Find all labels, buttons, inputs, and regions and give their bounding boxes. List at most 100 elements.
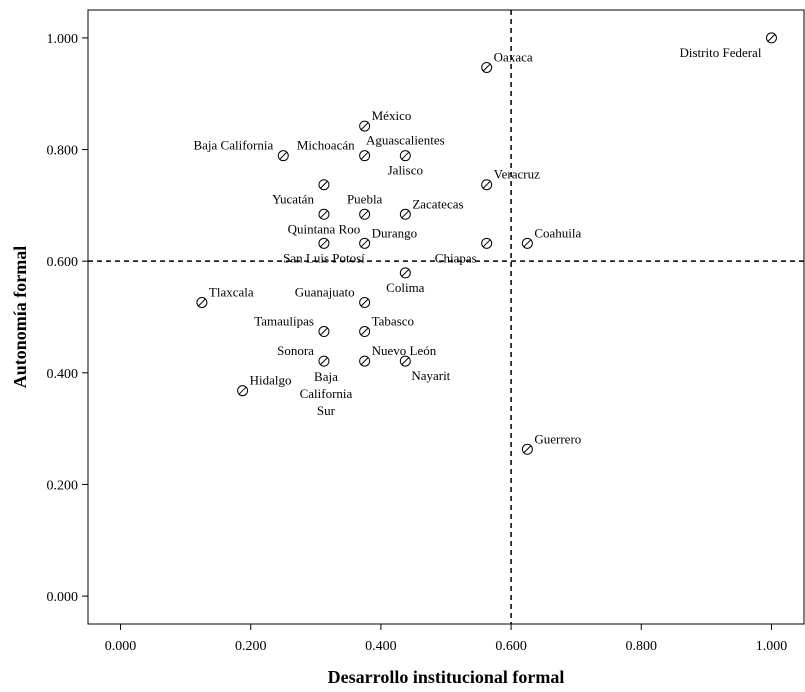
data-point-slash bbox=[482, 239, 491, 248]
x-axis: 0.000 0.200 0.400 0.600 0.800 1.000 bbox=[105, 624, 787, 654]
data-point-slash bbox=[401, 210, 410, 219]
plot-frame bbox=[87, 9, 805, 625]
point-label-line: Sur bbox=[317, 403, 336, 418]
data-point-slash bbox=[401, 269, 410, 277]
data-point-slash bbox=[401, 357, 410, 365]
y-axis-title: Autonomía formal bbox=[10, 246, 30, 389]
point-label: Tabasco bbox=[372, 314, 414, 329]
point-label: Hidalgo bbox=[250, 373, 292, 388]
data-point bbox=[521, 237, 533, 249]
x-axis-title: Desarrollo institucional formal bbox=[328, 667, 565, 687]
point-label: Jalisco bbox=[388, 163, 423, 178]
point-label: Yucatán bbox=[272, 192, 314, 207]
data-point-slash bbox=[320, 180, 328, 189]
data-point bbox=[521, 443, 533, 455]
point-label: Quintana Roo bbox=[288, 221, 361, 236]
data-point-slash bbox=[523, 239, 532, 248]
data-point bbox=[318, 355, 330, 367]
data-point-slash bbox=[360, 210, 369, 219]
data-point-slash bbox=[360, 357, 369, 365]
y-axis: 0.000 0.200 0.400 0.600 0.800 1.000 bbox=[47, 32, 88, 605]
point-label-line: Baja bbox=[314, 369, 338, 384]
point-label: Oaxaca bbox=[494, 49, 533, 64]
data-point-slash bbox=[482, 180, 491, 189]
data-point bbox=[399, 267, 411, 279]
data-point bbox=[481, 237, 493, 249]
data-point bbox=[399, 208, 411, 220]
data-point-slash bbox=[360, 151, 369, 160]
data-point-slash bbox=[360, 122, 369, 130]
point-label: Coahuila bbox=[534, 225, 581, 240]
point-label: Sonora bbox=[277, 343, 314, 358]
data-point bbox=[399, 355, 411, 367]
data-point-slash bbox=[360, 327, 369, 336]
data-point bbox=[196, 296, 208, 308]
point-label: Zacatecas bbox=[412, 196, 463, 211]
point-label: Baja California bbox=[193, 138, 273, 153]
point-label: Baja California Sur bbox=[300, 369, 353, 418]
data-point bbox=[359, 208, 371, 220]
data-point-slash bbox=[401, 151, 410, 160]
y-tick-label: 1.000 bbox=[47, 32, 79, 47]
x-tick-label: 1.000 bbox=[756, 639, 788, 654]
data-point-slash bbox=[320, 357, 328, 365]
data-point-slash bbox=[482, 63, 491, 72]
point-label: Tlaxcala bbox=[209, 284, 254, 299]
data-point bbox=[399, 150, 411, 162]
data-points: Distrito Federal Oaxaca México Baja Califor… bbox=[193, 32, 777, 455]
data-point bbox=[359, 355, 371, 367]
data-point-slash bbox=[767, 34, 776, 42]
x-tick-label: 0.800 bbox=[626, 639, 658, 654]
point-label: Guerrero bbox=[534, 431, 581, 446]
x-tick-label: 0.200 bbox=[235, 639, 267, 654]
data-point bbox=[318, 237, 330, 249]
point-label: Puebla bbox=[347, 191, 383, 206]
data-point-slash bbox=[360, 239, 369, 248]
point-label: Durango bbox=[372, 225, 418, 240]
x-tick-label: 0.600 bbox=[495, 639, 527, 654]
point-label: Guanajuato bbox=[295, 284, 355, 299]
data-point bbox=[481, 179, 493, 191]
data-point bbox=[318, 208, 330, 220]
y-tick-label: 0.000 bbox=[47, 590, 79, 605]
data-point-slash bbox=[238, 386, 247, 395]
point-label: San Luis Potosí bbox=[283, 250, 365, 265]
data-point-slash bbox=[360, 298, 369, 307]
data-point bbox=[359, 150, 371, 162]
point-label: Veracruz bbox=[494, 167, 540, 182]
y-tick-label: 0.600 bbox=[47, 255, 79, 270]
data-point bbox=[277, 150, 289, 162]
point-label: Nayarit bbox=[411, 368, 450, 383]
data-point-slash bbox=[320, 327, 328, 336]
data-point bbox=[359, 237, 371, 249]
point-label: Nuevo León bbox=[372, 343, 437, 358]
point-label: Aguascalientes bbox=[366, 133, 445, 148]
point-label: México bbox=[372, 108, 412, 123]
data-point bbox=[359, 326, 371, 338]
reference-lines bbox=[88, 10, 804, 624]
data-point-slash bbox=[320, 239, 328, 248]
point-label: Tamaulipas bbox=[254, 314, 314, 329]
point-label: Distrito Federal bbox=[679, 45, 761, 60]
data-point bbox=[318, 326, 330, 338]
x-tick-label: 0.400 bbox=[365, 639, 397, 654]
point-label: Michoacán bbox=[297, 138, 355, 153]
data-point-slash bbox=[279, 151, 288, 160]
y-tick-label: 0.400 bbox=[47, 367, 79, 382]
point-label: Colima bbox=[386, 280, 425, 295]
data-point-slash bbox=[320, 210, 328, 219]
point-label-line: California bbox=[300, 386, 353, 401]
y-tick-label: 0.200 bbox=[47, 478, 79, 493]
data-point bbox=[359, 296, 371, 308]
data-point bbox=[481, 61, 493, 73]
data-point bbox=[359, 120, 371, 132]
x-tick-label: 0.000 bbox=[105, 639, 137, 654]
data-point-slash bbox=[198, 298, 206, 307]
y-tick-label: 0.800 bbox=[47, 144, 79, 159]
data-point bbox=[318, 179, 330, 191]
data-point-slash bbox=[523, 445, 532, 454]
data-point bbox=[765, 32, 777, 44]
data-point bbox=[237, 385, 249, 397]
point-label: Chiapas bbox=[435, 250, 477, 265]
